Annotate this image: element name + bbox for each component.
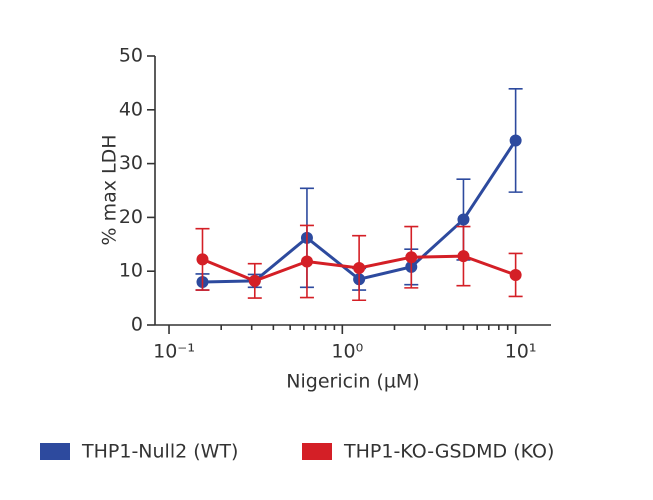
x-tick-label: 10⁰	[331, 341, 363, 363]
legend-swatch	[40, 443, 70, 460]
legend-label: THP1-Null2 (WT)	[81, 441, 238, 463]
data-point	[457, 213, 470, 226]
y-tick-label: 20	[119, 206, 143, 228]
y-tick-label: 30	[119, 152, 143, 174]
y-tick-label: 50	[119, 45, 143, 67]
data-point	[353, 261, 366, 274]
x-axis-label: Nigericin (µM)	[286, 371, 419, 393]
data-point	[457, 250, 470, 263]
data-point	[405, 251, 418, 264]
legend-label: THP1-KO-GSDMD (KO)	[343, 441, 554, 463]
data-point	[509, 134, 522, 147]
x-tick-label: 10⁻¹	[153, 341, 195, 363]
data-point	[248, 274, 261, 287]
x-tick-label: 10¹	[505, 341, 537, 363]
y-axis-label: % max LDH	[99, 134, 121, 245]
y-tick-label: 10	[119, 260, 143, 282]
legend-swatch	[302, 443, 332, 460]
data-point	[196, 253, 209, 266]
y-tick-label: 0	[131, 314, 143, 336]
data-point	[300, 255, 313, 268]
y-tick-label: 40	[119, 98, 143, 120]
data-point	[509, 268, 522, 281]
